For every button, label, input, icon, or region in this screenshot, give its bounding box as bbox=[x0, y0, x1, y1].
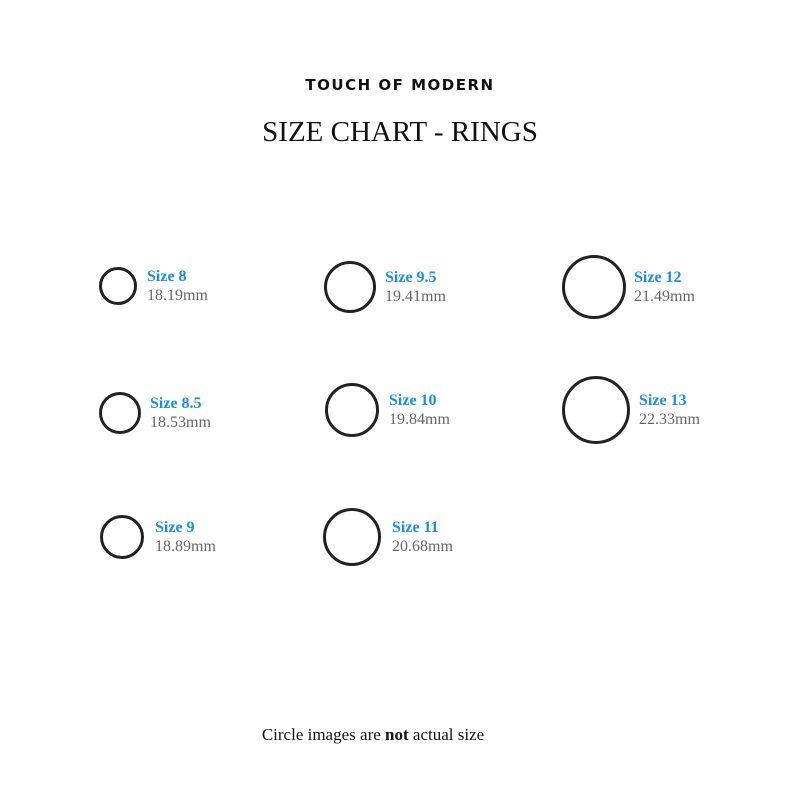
footer-text: Circle images are bbox=[261, 725, 386, 744]
ring-size: Size 9.5 bbox=[385, 269, 437, 286]
ring-diameter: 21.49mm bbox=[634, 288, 695, 305]
ring-circle bbox=[562, 255, 626, 319]
brand-logo: TOUCH OF MODERN bbox=[305, 76, 495, 94]
ring-size: Size 13 bbox=[639, 392, 687, 409]
ring-diameter: 19.41mm bbox=[385, 288, 446, 305]
ring-label: Size 12 21.49mm bbox=[634, 268, 695, 306]
ring-size: Size 11 bbox=[392, 519, 439, 536]
ring-label: Size 8 18.19mm bbox=[147, 267, 208, 305]
ring-label: Size 13 22.33mm bbox=[639, 391, 700, 429]
ring-diameter: 22.33mm bbox=[639, 411, 700, 428]
ring-circle bbox=[324, 261, 376, 313]
ring-circle bbox=[325, 383, 379, 437]
page-title: SIZE CHART - RINGS bbox=[262, 116, 538, 148]
ring-diameter: 19.84mm bbox=[389, 411, 450, 428]
ring-label: Size 9.5 19.41mm bbox=[385, 268, 446, 306]
ring-label: Size 8.5 18.53mm bbox=[150, 394, 211, 432]
ring-diameter: 18.53mm bbox=[150, 414, 211, 431]
ring-diameter: 18.89mm bbox=[155, 538, 216, 555]
ring-circle bbox=[99, 267, 137, 305]
ring-label: Size 11 20.68mm bbox=[392, 518, 453, 556]
ring-diameter: 18.19mm bbox=[147, 287, 208, 304]
ring-size: Size 12 bbox=[634, 269, 682, 286]
footer-note: Circle images are not actual size bbox=[0, 725, 746, 745]
ring-diameter: 20.68mm bbox=[392, 538, 453, 555]
ring-size: Size 10 bbox=[389, 392, 437, 409]
ring-size: Size 9 bbox=[155, 519, 195, 536]
ring-label: Size 9 18.89mm bbox=[155, 518, 216, 556]
ring-size: Size 8 bbox=[147, 268, 187, 285]
footer-bold: not bbox=[385, 725, 409, 744]
ring-circle bbox=[99, 392, 141, 434]
footer-text-end: actual size bbox=[408, 725, 485, 744]
ring-size: Size 8.5 bbox=[150, 395, 202, 412]
ring-circle bbox=[323, 508, 381, 566]
ring-circle bbox=[100, 515, 144, 559]
ring-circle bbox=[562, 376, 630, 444]
ring-label: Size 10 19.84mm bbox=[389, 391, 450, 429]
